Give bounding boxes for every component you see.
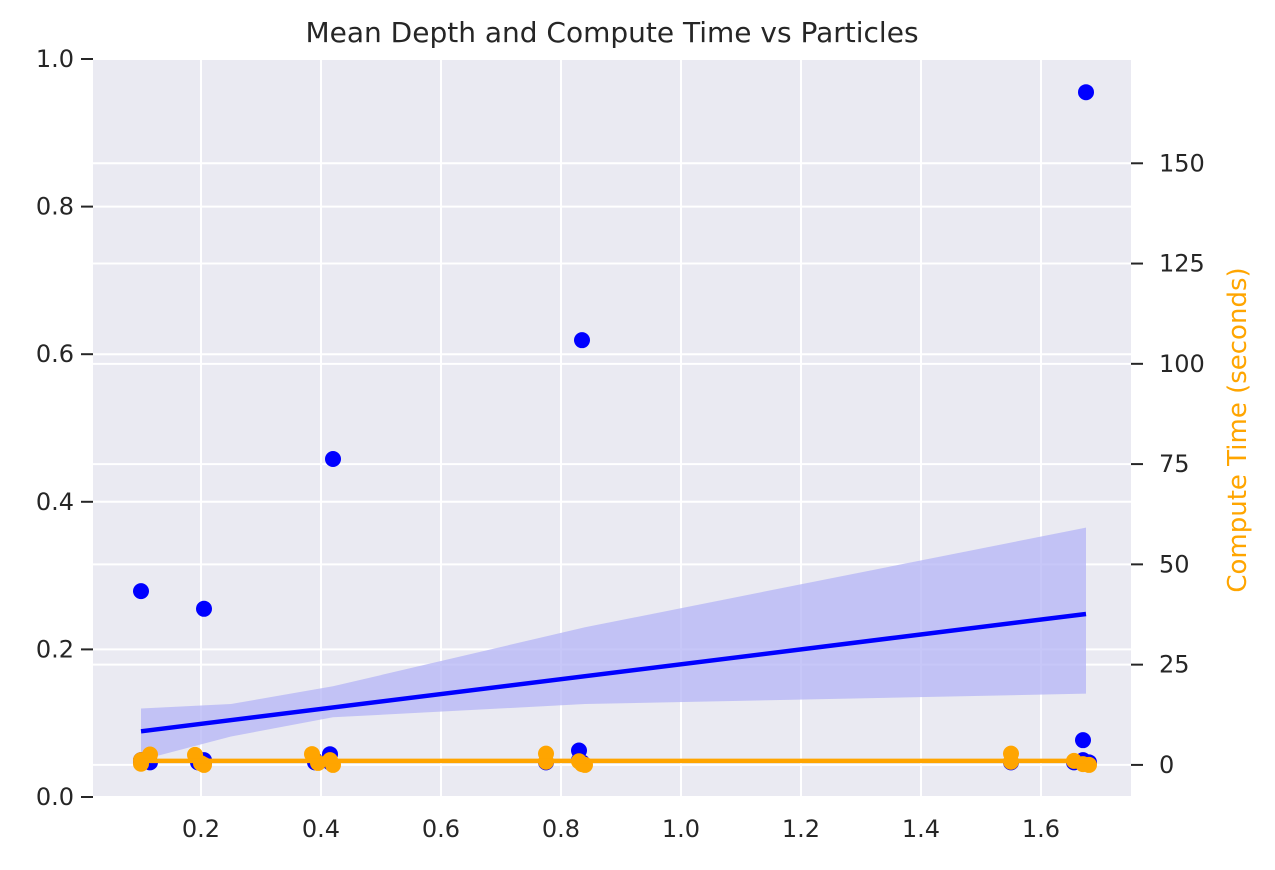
x-tick-label: 1.6 — [1022, 815, 1060, 843]
axes: 0.2 0.4 0.6 0.8 1.0 1.2 1.4 1.6 0.0 0.2 0.4 0.6 0.8 1… — [36, 45, 1205, 843]
series-layer — [133, 84, 1097, 773]
y-right-tick-label: 25 — [1159, 651, 1190, 679]
right-axis-label: Compute Time (seconds) — [1223, 267, 1253, 592]
x-tick-label: 0.8 — [542, 815, 580, 843]
y-right-tick-label: 100 — [1159, 350, 1205, 378]
y-right-tick-label: 0 — [1159, 751, 1174, 779]
x-tick-label: 1.0 — [662, 815, 700, 843]
y-right-tick-label: 125 — [1159, 250, 1205, 278]
y-left-tick-label: 0.2 — [36, 635, 74, 663]
depth-point — [574, 332, 590, 349]
x-tick-label: 0.2 — [182, 815, 220, 843]
x-tick-label: 1.2 — [782, 815, 820, 843]
y-right-tick-label: 75 — [1159, 450, 1190, 478]
depth-point — [133, 583, 149, 600]
chart-title: Mean Depth and Compute Time vs Particles — [305, 16, 918, 49]
y-left-tick-label: 0.8 — [36, 193, 74, 221]
depth-point — [325, 450, 341, 467]
y-right-tick-label: 150 — [1159, 149, 1205, 177]
compute-point — [142, 746, 158, 763]
depth-point — [196, 600, 212, 617]
x-tick-label: 1.4 — [902, 815, 940, 843]
y-left-tick-label: 0.4 — [36, 488, 74, 516]
y-right-tick-label: 50 — [1159, 550, 1190, 578]
y-left-tick-label: 0.0 — [36, 783, 74, 811]
y-left-tick-label: 0.6 — [36, 340, 74, 368]
depth-point — [1075, 732, 1091, 749]
x-tick-label: 0.4 — [302, 815, 340, 843]
depth-trend-line — [140, 611, 1087, 734]
y-left-tick-label: 1.0 — [36, 45, 74, 73]
depth-point — [1078, 84, 1094, 101]
x-tick-label: 0.6 — [422, 815, 460, 843]
